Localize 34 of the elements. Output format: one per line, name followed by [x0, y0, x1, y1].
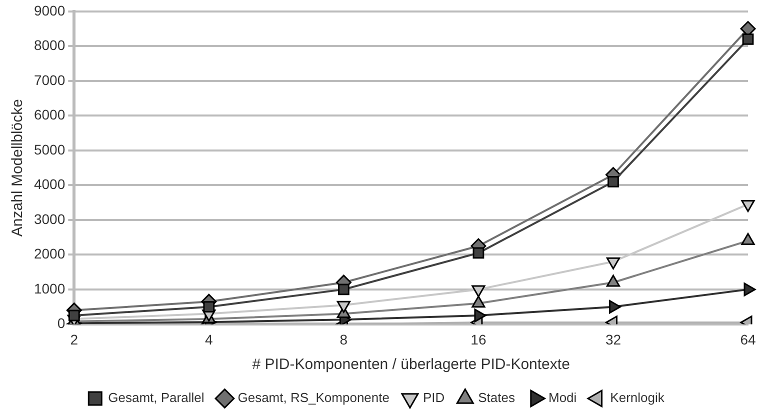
x-tick-label: 16 — [470, 331, 486, 348]
point — [742, 34, 754, 45]
legend-label: Modi — [548, 390, 577, 406]
y-axis-title: Anzahl Modellblöcke — [9, 99, 26, 237]
y-tick-label: 3000 — [34, 210, 66, 227]
x-tick-label: 64 — [740, 331, 756, 348]
y-tick-label: 5000 — [34, 141, 66, 158]
legend-label: States — [478, 390, 516, 406]
y-tick-label: 8000 — [34, 37, 66, 54]
point — [338, 284, 350, 296]
y-tick-label: 1000 — [34, 280, 66, 296]
point — [203, 301, 215, 313]
legend-label: Gesamt, Parallel — [108, 390, 204, 406]
legend-label: PID — [422, 390, 445, 406]
x-tick-label: 4 — [205, 331, 214, 348]
y-tick-label: 4000 — [34, 176, 66, 192]
y-tick-label: 0 — [57, 315, 66, 332]
point — [472, 247, 484, 259]
point — [472, 296, 486, 308]
x-tick-label: 8 — [340, 331, 348, 348]
point — [606, 274, 620, 287]
x-tick-label: 2 — [70, 331, 78, 348]
point — [68, 310, 80, 322]
y-tick-label: 7000 — [34, 72, 66, 88]
point — [741, 233, 755, 246]
x-axis-title: # PID-Komponenten / überlagerte PID-Kontexte — [252, 356, 570, 374]
y-tick-label: 2000 — [34, 246, 66, 262]
legend-label: Kernlogik — [610, 390, 665, 406]
y-tick-label: 6000 — [34, 106, 66, 123]
legend-label: Gesamt, RS_Komponente — [238, 390, 390, 406]
point — [608, 300, 621, 314]
x-tick-label: 32 — [605, 331, 622, 348]
y-tick-label: 9000 — [34, 2, 66, 18]
point — [608, 176, 619, 188]
